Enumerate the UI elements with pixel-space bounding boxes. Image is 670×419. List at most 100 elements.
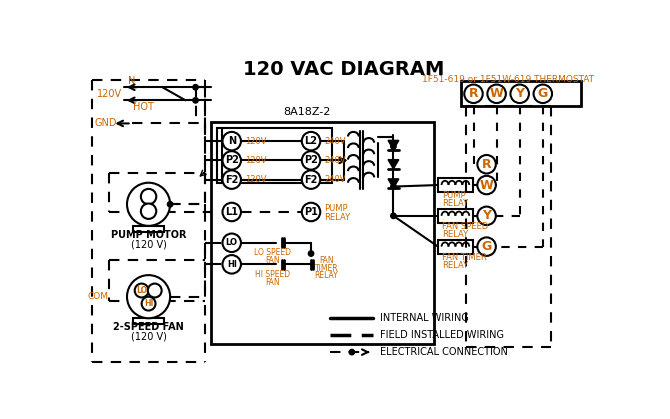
Text: FAN: FAN — [265, 277, 280, 287]
Circle shape — [141, 297, 155, 310]
Text: 120 VAC DIAGRAM: 120 VAC DIAGRAM — [243, 59, 444, 78]
Text: HI SPEED: HI SPEED — [255, 270, 290, 279]
Text: FAN: FAN — [319, 256, 334, 265]
Text: LO SPEED: LO SPEED — [254, 248, 291, 257]
Circle shape — [391, 184, 396, 189]
Circle shape — [135, 284, 149, 297]
Circle shape — [477, 176, 496, 194]
Text: INTERNAL WIRING: INTERNAL WIRING — [381, 313, 469, 323]
Bar — [461, 81, 580, 106]
Text: P2: P2 — [225, 155, 239, 166]
Text: F2: F2 — [225, 175, 239, 185]
Text: W: W — [490, 87, 503, 100]
Text: R: R — [482, 158, 491, 171]
Circle shape — [193, 85, 198, 90]
Text: LO: LO — [136, 286, 147, 295]
Circle shape — [193, 98, 198, 103]
Circle shape — [222, 151, 241, 170]
Circle shape — [487, 85, 506, 103]
Circle shape — [141, 189, 156, 204]
Text: RELAY: RELAY — [442, 230, 468, 239]
Text: PUMP MOTOR: PUMP MOTOR — [111, 230, 186, 240]
Text: G: G — [482, 240, 492, 253]
Text: 240V: 240V — [324, 137, 346, 146]
Polygon shape — [388, 160, 399, 169]
Text: P2: P2 — [304, 155, 318, 166]
Text: (120 V): (120 V) — [131, 332, 167, 342]
Text: HI: HI — [226, 260, 237, 269]
Text: PUMP: PUMP — [442, 191, 466, 200]
Text: TIMER: TIMER — [315, 264, 338, 273]
Text: 120V: 120V — [246, 137, 267, 146]
Bar — [211, 122, 434, 344]
Text: P1: P1 — [304, 207, 318, 217]
Circle shape — [302, 171, 320, 189]
Text: N: N — [128, 76, 135, 86]
Text: LO: LO — [226, 238, 238, 247]
Text: RELAY: RELAY — [442, 199, 468, 208]
Text: HOT: HOT — [133, 102, 153, 112]
Circle shape — [222, 255, 241, 274]
Circle shape — [391, 144, 396, 149]
Circle shape — [222, 233, 241, 252]
Circle shape — [302, 151, 320, 170]
Polygon shape — [388, 179, 399, 188]
Circle shape — [148, 284, 161, 297]
Text: 240V: 240V — [324, 156, 346, 165]
Text: F2: F2 — [304, 175, 318, 185]
Circle shape — [477, 155, 496, 173]
Text: 120V: 120V — [246, 175, 267, 184]
Text: FIELD INSTALLED WIRING: FIELD INSTALLED WIRING — [381, 330, 505, 340]
Text: 120V: 120V — [97, 89, 122, 99]
Text: 1F51-619 or 1F51W-619 THERMOSTAT: 1F51-619 or 1F51W-619 THERMOSTAT — [421, 75, 594, 84]
Circle shape — [533, 85, 552, 103]
Text: Y: Y — [515, 87, 524, 100]
Text: FAN: FAN — [265, 256, 280, 265]
Circle shape — [141, 204, 156, 219]
Circle shape — [127, 183, 170, 226]
Circle shape — [302, 132, 320, 150]
Text: N: N — [228, 136, 236, 146]
Circle shape — [464, 85, 483, 103]
Text: L2: L2 — [305, 136, 318, 146]
Circle shape — [168, 202, 173, 207]
Text: 120V: 120V — [246, 156, 267, 165]
Circle shape — [511, 85, 529, 103]
Bar — [438, 178, 473, 192]
Text: 8A18Z-2: 8A18Z-2 — [283, 107, 331, 117]
Text: Y: Y — [482, 210, 491, 222]
Text: R: R — [469, 87, 478, 100]
Circle shape — [127, 275, 170, 318]
Circle shape — [302, 203, 320, 221]
Circle shape — [349, 349, 354, 355]
Circle shape — [222, 132, 241, 150]
Text: W: W — [480, 178, 494, 191]
Text: RELAY: RELAY — [324, 213, 350, 222]
Bar — [133, 318, 164, 324]
Bar — [438, 240, 473, 253]
Text: 2-SPEED FAN: 2-SPEED FAN — [113, 323, 184, 333]
Bar — [217, 128, 332, 184]
Text: HI: HI — [144, 299, 153, 308]
Text: FAN TIMER: FAN TIMER — [442, 253, 486, 262]
Text: ELECTRICAL CONNECTION: ELECTRICAL CONNECTION — [381, 347, 509, 357]
Text: RELAY: RELAY — [442, 261, 468, 269]
Text: PUMP: PUMP — [324, 204, 348, 212]
Text: COM: COM — [88, 292, 109, 301]
Text: (120 V): (120 V) — [131, 239, 167, 249]
Circle shape — [477, 207, 496, 225]
Text: GND: GND — [94, 119, 117, 129]
Circle shape — [477, 238, 496, 256]
Text: G: G — [538, 87, 548, 100]
Circle shape — [222, 171, 241, 189]
Circle shape — [222, 203, 241, 221]
Text: 240V: 240V — [324, 175, 346, 184]
Circle shape — [308, 251, 314, 256]
Bar — [438, 209, 473, 223]
Text: FAN SPEED: FAN SPEED — [442, 222, 488, 231]
Text: RELAY: RELAY — [314, 272, 338, 280]
Polygon shape — [388, 140, 399, 150]
Text: L1: L1 — [225, 207, 239, 217]
Circle shape — [391, 213, 396, 219]
Bar — [133, 226, 164, 232]
